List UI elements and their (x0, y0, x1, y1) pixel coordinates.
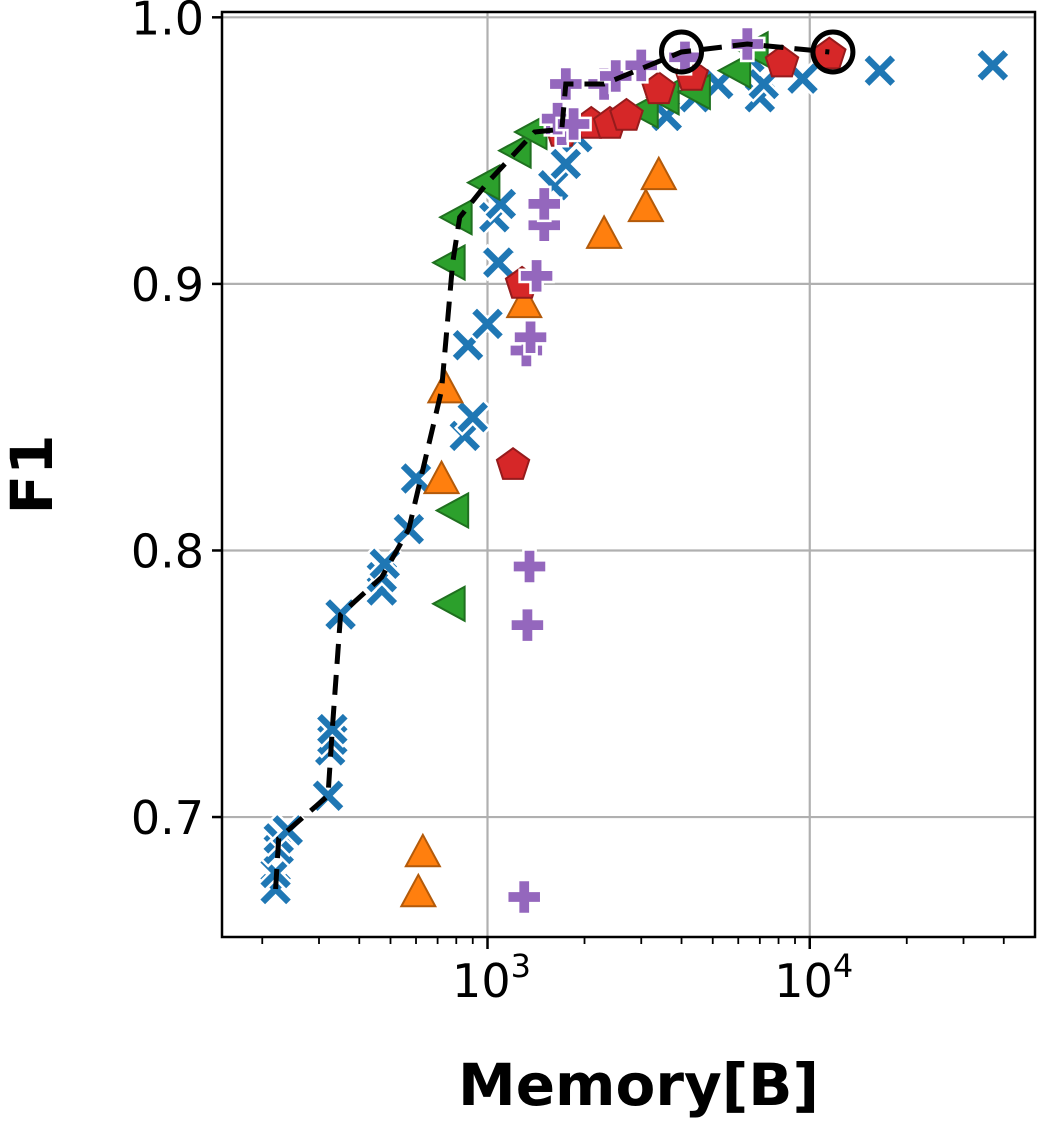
plus-marker (597, 57, 634, 95)
triangle-left-marker (431, 585, 466, 623)
plus-marker (526, 185, 563, 223)
plus-marker (518, 257, 555, 295)
x-marker (468, 305, 507, 343)
x-marker (547, 145, 585, 183)
y-tick-label: 0.9 (131, 258, 204, 312)
triangle-up-marker (422, 459, 461, 495)
triangle-left-marker (438, 198, 473, 236)
triangle-left-marker (434, 491, 470, 530)
axis-ticks (212, 16, 1005, 949)
triangle-up-marker (399, 872, 438, 908)
series-group (399, 155, 678, 908)
x-marker (861, 51, 899, 90)
highlighted-points (659, 29, 856, 75)
triangle-up-marker (404, 832, 442, 868)
x-marker (974, 46, 1012, 85)
highlight-circle (810, 29, 856, 75)
series-group (256, 38, 1012, 908)
pentagon-marker (764, 44, 800, 78)
plus-marker (555, 105, 592, 143)
triangle-up-marker (627, 187, 665, 223)
plus-marker (511, 548, 548, 585)
pareto-line (273, 41, 830, 890)
triangle-up-marker (505, 283, 543, 319)
x-axis-title: Memory[B] (458, 1051, 819, 1119)
pentagon-marker (609, 97, 644, 131)
plus-marker (512, 318, 549, 356)
triangle-left-marker (431, 243, 466, 282)
triangle-up-marker (585, 214, 623, 249)
series-group (505, 25, 766, 916)
highlight-circle (659, 29, 705, 75)
x-tick-label: 104 (774, 947, 853, 1008)
scatter-series (256, 25, 1012, 916)
y-axis-title: F1 (0, 435, 66, 515)
x-tick-label: 103 (452, 947, 531, 1008)
plus-marker (509, 606, 546, 644)
pareto-frontier (273, 41, 830, 890)
grid-lines (222, 12, 1035, 937)
triangle-up-marker (426, 368, 465, 404)
y-tick-label: 0.8 (131, 524, 204, 578)
plus-marker (623, 47, 660, 84)
plot-frame (220, 10, 1037, 939)
triangle-up-marker (640, 155, 678, 191)
plus-marker (505, 878, 543, 916)
pentagon-marker (495, 446, 531, 480)
y-tick-label: 0.7 (131, 791, 204, 845)
x-marker (453, 398, 492, 436)
y-tick-label: 1.0 (131, 0, 204, 45)
tick-labels: 0.7 0.8 0.9 1.0 103 104 (131, 0, 853, 1008)
plus-marker (666, 39, 704, 76)
